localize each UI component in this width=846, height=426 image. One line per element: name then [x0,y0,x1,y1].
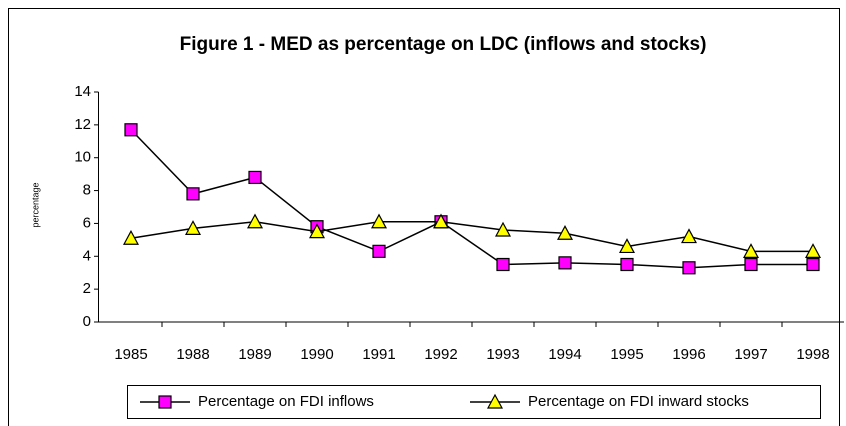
data-point [122,229,140,245]
data-point [432,213,450,229]
legend-marker [158,395,172,409]
data-point [682,261,696,275]
data-point [496,257,510,272]
x-tick-label: 1995 [610,346,643,363]
x-tick-label: 1996 [672,346,705,363]
chart-title: Figure 1 - MED as percentage on LDC (inf… [180,34,707,55]
x-tick-label: 1998 [796,346,829,363]
y-axis-label: percentage [30,182,40,227]
series-line [130,221,813,253]
x-tick-label: 1989 [238,346,271,363]
series-line [130,129,813,269]
chart-frame [8,8,840,426]
data-point [246,213,264,229]
x-tick-label: 1988 [176,346,209,363]
data-point [372,244,386,258]
data-point [248,170,262,185]
data-point [494,221,512,237]
data-point [680,228,698,244]
x-tick-label: 1985 [114,346,147,363]
data-point [804,243,822,258]
data-point [742,243,760,258]
y-tick-label: 2 [83,280,91,297]
x-tick-label: 1994 [548,346,581,363]
data-point [744,257,758,272]
y-tick-label: 4 [83,247,91,264]
x-tick-label: 1993 [486,346,519,363]
legend-marker [486,393,504,409]
y-tick-label: 8 [83,182,91,199]
legend-label: Percentage on FDI inward stocks [528,393,749,410]
y-tick-label: 12 [74,116,91,133]
data-point [620,257,634,272]
data-point [184,220,202,235]
data-point [124,123,138,137]
x-tick-label: 1990 [300,346,333,363]
data-point [308,223,326,239]
x-tick-label: 1997 [734,346,767,363]
y-tick-label: 6 [83,214,91,231]
data-point [556,225,574,240]
y-tick-label: 14 [74,83,91,100]
data-point [186,187,200,201]
data-point [558,256,572,270]
legend-label: Percentage on FDI inflows [198,393,374,410]
x-tick-label: 1992 [424,346,457,363]
data-point [618,238,636,254]
x-tick-label: 1991 [362,346,395,363]
y-tick-label: 0 [83,313,91,330]
y-tick-label: 10 [74,149,91,166]
data-point [370,213,388,229]
data-point [806,257,820,272]
